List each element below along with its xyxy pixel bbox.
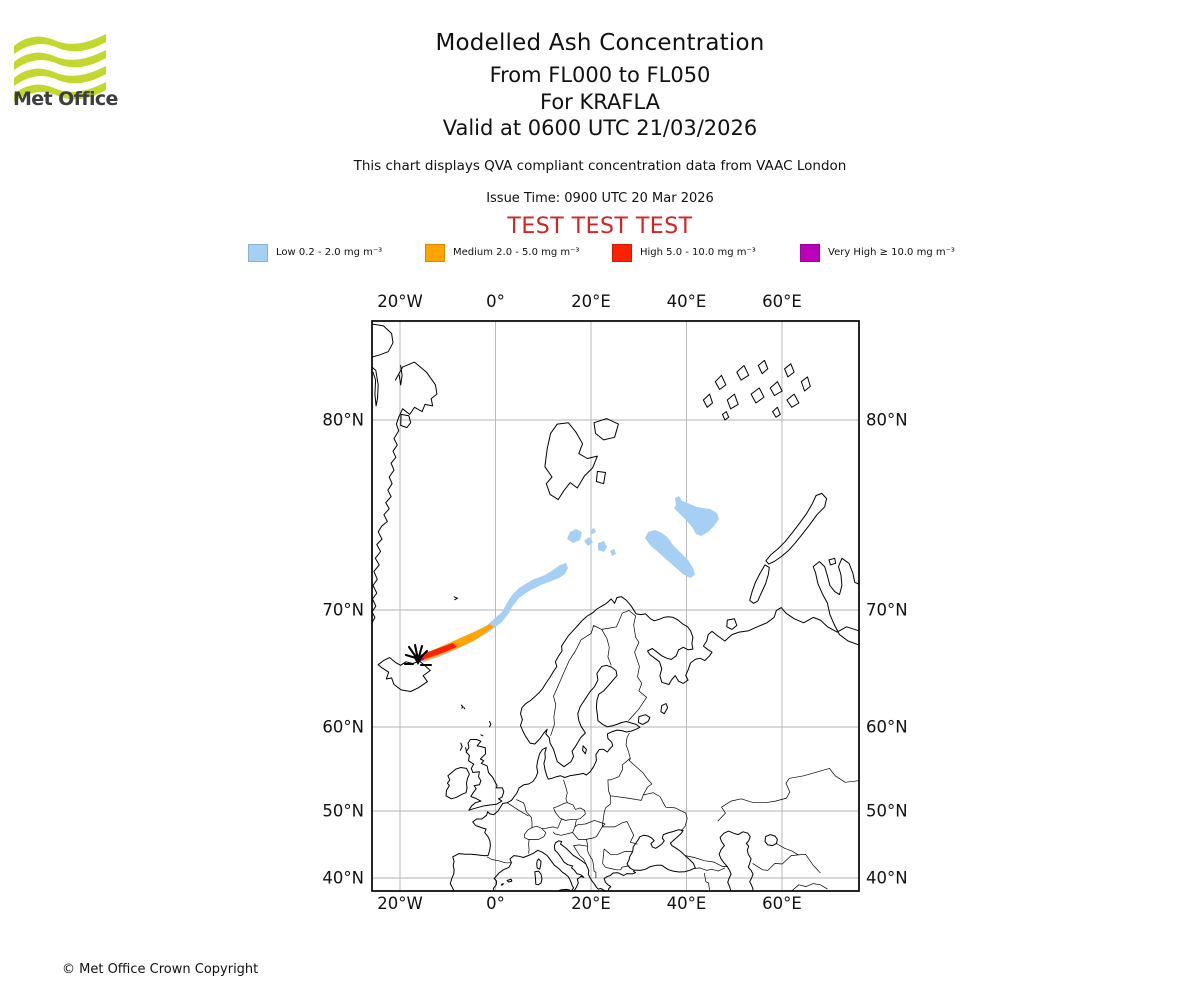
ash-concentration-map xyxy=(371,320,860,892)
lat-tick-right: 40°N xyxy=(866,868,908,888)
legend-label: Medium 2.0 - 5.0 mg m⁻³ xyxy=(453,247,580,258)
lon-tick-bottom: 20°E xyxy=(571,894,611,913)
lon-tick-top: 60°E xyxy=(762,292,802,311)
qva-compliance-note: This chart displays QVA compliant concen… xyxy=(353,158,847,174)
ash-plume-low xyxy=(584,537,593,546)
coastlines xyxy=(372,323,859,891)
map-area xyxy=(371,320,860,892)
lat-tick-right: 70°N xyxy=(866,600,908,620)
met-office-logo-text: Met Office xyxy=(13,88,118,110)
ash-plume-layer xyxy=(415,496,719,662)
met-office-logo-waves-icon xyxy=(14,34,106,102)
legend-swatch-icon xyxy=(425,244,445,262)
lon-tick-bottom: 20°W xyxy=(377,894,423,913)
lat-tick-left: 60°N xyxy=(322,717,364,737)
lon-tick-top: 40°E xyxy=(666,292,707,311)
ash-plume-low xyxy=(610,549,616,556)
legend-swatch-icon xyxy=(612,244,632,262)
volcano-subtitle: For KRAFLA xyxy=(540,90,660,114)
lon-tick-top: 20°E xyxy=(571,292,611,311)
lon-tick-top: 20°W xyxy=(377,292,423,311)
legend-swatch-icon xyxy=(800,244,820,262)
lat-tick-right: 60°N xyxy=(866,717,908,737)
valid-time-subtitle: Valid at 0600 UTC 21/03/2026 xyxy=(442,116,758,140)
lat-tick-left: 80°N xyxy=(322,410,364,430)
legend-label: High 5.0 - 10.0 mg m⁻³ xyxy=(640,247,756,258)
flight-level-subtitle: From FL000 to FL050 xyxy=(489,63,711,87)
lat-tick-left: 50°N xyxy=(322,801,364,821)
issue-time: Issue Time: 0900 UTC 20 Mar 2026 xyxy=(486,191,714,206)
ash-plume-low xyxy=(674,496,719,536)
legend-label: Very High ≥ 10.0 mg m⁻³ xyxy=(828,247,955,258)
lon-tick-bottom: 0° xyxy=(486,894,505,913)
ash-plume-low xyxy=(590,528,596,534)
lon-tick-bottom: 60°E xyxy=(762,894,802,913)
legend-label: Low 0.2 - 2.0 mg m⁻³ xyxy=(276,247,383,258)
legend-swatch-icon xyxy=(248,244,268,262)
lon-tick-top: 0° xyxy=(486,292,505,311)
ash-plume-low xyxy=(598,541,607,552)
map-gridlines xyxy=(372,321,859,891)
ash-plume-low xyxy=(567,529,582,543)
lat-tick-left: 70°N xyxy=(322,600,364,620)
copyright-notice: © Met Office Crown Copyright xyxy=(62,962,259,977)
country-borders xyxy=(486,610,859,891)
lat-tick-left: 40°N xyxy=(322,868,364,888)
test-banner: TEST TEST TEST xyxy=(507,214,693,239)
lat-tick-right: 50°N xyxy=(866,801,908,821)
ash-plume-high xyxy=(415,643,457,662)
lon-tick-bottom: 40°E xyxy=(666,894,707,913)
ash-plume-low xyxy=(645,530,695,578)
ash-plume-low xyxy=(420,563,568,662)
page-title: Modelled Ash Concentration xyxy=(435,30,765,56)
volcano-eruption-icon xyxy=(403,643,433,667)
lat-tick-right: 80°N xyxy=(866,410,908,430)
